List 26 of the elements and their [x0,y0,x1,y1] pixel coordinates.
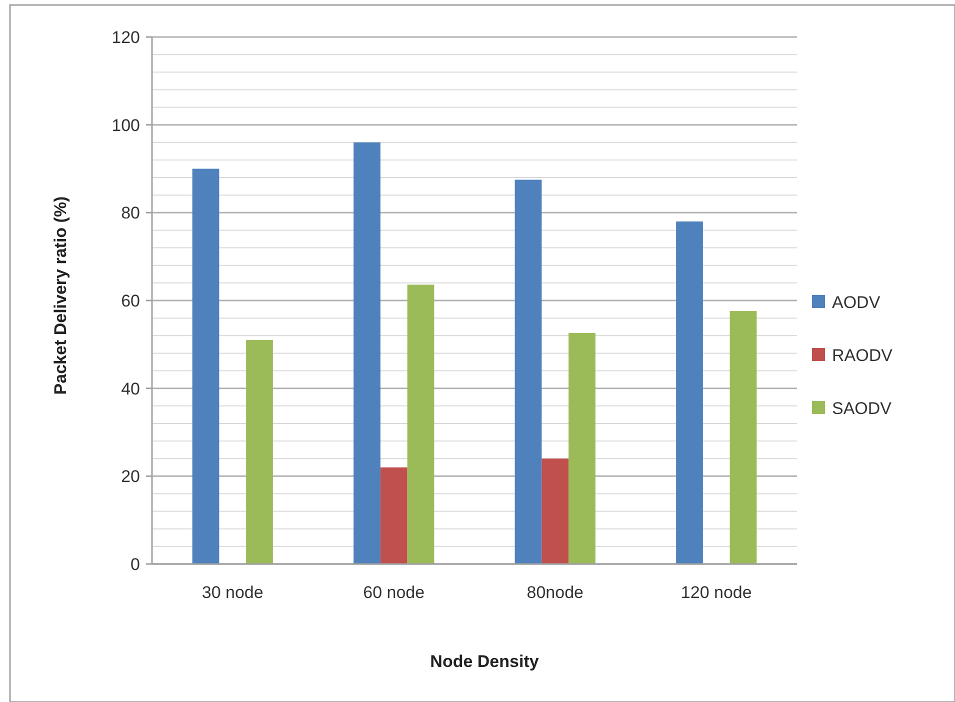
y-tick-label: 0 [130,554,140,574]
bar [568,333,596,564]
bar [246,340,273,564]
bar [354,142,380,564]
bar [192,168,220,564]
legend-label: RAODV [832,346,894,365]
bar [542,458,569,564]
y-axis-title: Packet Delivery ratio (%) [51,196,70,395]
x-tick-label: 120 node [680,583,752,602]
legend-label: AODV [832,292,881,312]
x-tick-label: 60 node [363,583,425,602]
y-tick-label: 60 [121,291,140,310]
x-tick-label: 30 node [202,583,264,602]
x-axis-title: Node Density [430,652,540,671]
y-tick-label: 20 [121,467,140,486]
bar [676,221,703,564]
bar [380,467,408,564]
x-tick-label: 80node [526,583,584,602]
y-tick-label: 40 [121,379,140,398]
y-tick-label: 100 [112,116,140,135]
bar [730,311,757,564]
legend-label: SAODV [832,398,892,418]
bar [514,180,542,564]
y-tick-label: 80 [121,204,140,223]
bar [407,284,434,564]
y-tick-label: 120 [112,28,140,47]
